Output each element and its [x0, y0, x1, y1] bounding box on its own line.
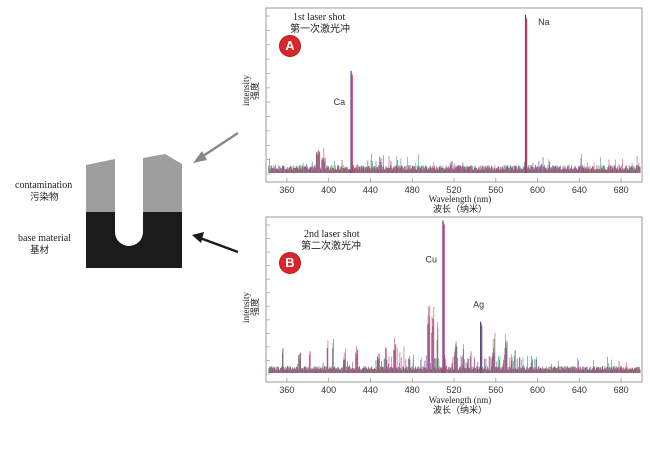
badge-a: A — [280, 36, 300, 56]
x-tick-label: 600 — [530, 185, 545, 195]
spectrum-series-0 — [268, 153, 640, 173]
x-tick-label: 640 — [572, 185, 587, 195]
spectrum-series-1 — [268, 315, 641, 373]
spectrum-series-0 — [268, 323, 640, 373]
spectrum-series-1 — [268, 150, 641, 173]
peak-label-cu: Cu — [426, 255, 438, 265]
plot-frame — [265, 7, 643, 183]
peak-label-ca: Ca — [334, 97, 346, 107]
x-tick-label: 640 — [572, 385, 587, 395]
badge-b: B — [280, 253, 300, 273]
x-tick-label: 600 — [530, 385, 545, 395]
x-tick-label: 360 — [279, 185, 294, 195]
x-tick-label: 560 — [488, 385, 503, 395]
chart-b-title-cn: 第二次激光冲 — [301, 241, 361, 252]
spectrum-series-2 — [269, 147, 641, 173]
chart-a-title: 1st laser shot — [293, 12, 346, 23]
x-tick-label: 400 — [321, 185, 336, 195]
x-tick-label: 520 — [446, 385, 461, 395]
contamination-label-cn: 污染物 — [30, 192, 59, 203]
x-tick-label: 400 — [321, 385, 336, 395]
x-tick-label: 440 — [363, 385, 378, 395]
base-material-label-cn: 基材 — [30, 245, 50, 256]
peak-label-ag: Ag — [473, 300, 484, 310]
plot-frame — [265, 216, 643, 383]
chart-b-title: 2nd laser shot — [304, 229, 360, 240]
chart-b-xlabel: Wavelength (nm) — [428, 395, 492, 405]
chart-a-xlabel-cn: 波长（纳米） — [432, 205, 487, 215]
x-tick-label: 480 — [405, 185, 420, 195]
x-tick-label: 480 — [405, 385, 420, 395]
x-tick-label: 520 — [446, 185, 461, 195]
base-material-layer — [86, 212, 182, 268]
chart-a-xlabel: Wavelength (nm) — [428, 194, 492, 204]
contamination-layer — [86, 154, 182, 212]
chart-a-title-cn: 第一次激光冲 — [290, 24, 350, 35]
x-tick-label: 360 — [279, 385, 294, 395]
arrow-to-chart-b — [192, 232, 239, 254]
x-tick-label: 680 — [614, 185, 629, 195]
base-material-label: base material — [18, 233, 72, 244]
chart-b-ylabel: intensity — [241, 292, 251, 323]
contamination-label: contamination — [15, 180, 73, 191]
peak-label-na: Na — [538, 17, 550, 27]
arrow-to-chart-a — [193, 131, 239, 163]
x-tick-label: 560 — [488, 185, 503, 195]
x-tick-label: 440 — [363, 185, 378, 195]
x-tick-label: 680 — [614, 385, 629, 395]
chart-b-xlabel-cn: 波长（纳米） — [432, 406, 487, 416]
chart-b-ylabel-cn: 强度 — [251, 297, 261, 316]
